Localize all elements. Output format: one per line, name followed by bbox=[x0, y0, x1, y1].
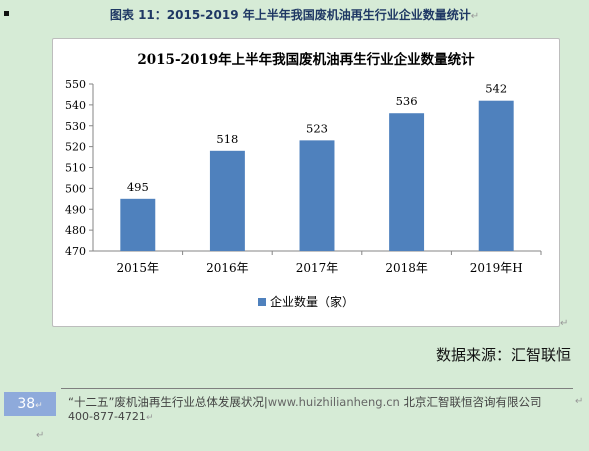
y-tick-label: 490 bbox=[65, 203, 86, 216]
bar bbox=[389, 113, 425, 251]
footer-phone-line: 400-877-4721↵ bbox=[68, 410, 153, 423]
data-label: 518 bbox=[216, 132, 238, 146]
paragraph-mark: ↵ bbox=[36, 430, 45, 441]
chart-title: 2015-2019年上半年我国废机油再生行业企业数量统计 bbox=[137, 51, 475, 68]
data-label: 495 bbox=[127, 180, 149, 194]
y-tick-label: 480 bbox=[65, 224, 86, 237]
figure-caption: 图表 11：2015-2019 年上半年我国废机油再生行业企业数量统计↵ bbox=[0, 6, 589, 23]
footer-phone: 400-877-4721 bbox=[68, 410, 146, 423]
bar bbox=[478, 100, 514, 251]
x-tick-label: 2016年 bbox=[206, 261, 249, 275]
x-tick-label: 2015年 bbox=[117, 261, 160, 275]
y-tick-label: 470 bbox=[65, 245, 86, 258]
x-tick-label: 2019年H bbox=[470, 261, 523, 275]
footer-text: “十二五”废机油再生行业总体发展状况|www.huizhilianheng.cn… bbox=[68, 394, 542, 410]
caption-prefix: 图表 bbox=[109, 8, 134, 22]
x-tick-label: 2018年 bbox=[385, 261, 428, 275]
y-tick-label: 500 bbox=[65, 182, 86, 195]
paragraph-mark: ↵ bbox=[575, 396, 584, 407]
y-tick-label: 540 bbox=[65, 99, 86, 112]
bar bbox=[120, 198, 156, 251]
y-tick-label: 550 bbox=[65, 78, 86, 91]
paragraph-mark: ↵ bbox=[145, 413, 154, 423]
caption-number: 11： bbox=[138, 8, 167, 22]
footer-url[interactable]: www.huizhilianheng.cn bbox=[267, 395, 400, 409]
footer-divider bbox=[61, 388, 573, 389]
x-tick-label: 2017年 bbox=[296, 261, 339, 275]
chart-container[interactable]: 2015-2019年上半年我国废机油再生行业企业数量统计 470 480 490 500… bbox=[52, 38, 560, 327]
legend-swatch bbox=[258, 298, 266, 306]
paragraph-mark: ↵ bbox=[560, 318, 569, 329]
data-label: 536 bbox=[396, 94, 418, 108]
y-tick-label: 530 bbox=[65, 120, 86, 133]
bar bbox=[209, 150, 245, 251]
page-number: 38 bbox=[17, 396, 36, 412]
legend-label: 企业数量（家） bbox=[270, 294, 354, 309]
y-tick-label: 510 bbox=[65, 162, 86, 175]
bullet-marker bbox=[4, 11, 9, 16]
data-label: 542 bbox=[485, 82, 507, 96]
footer-title: “十二五”废机油再生行业总体发展状况 bbox=[68, 395, 264, 409]
caption-text: 2015-2019 年上半年我国废机油再生行业企业数量统计 bbox=[166, 8, 471, 22]
bar-chart: 2015-2019年上半年我国废机油再生行业企业数量统计 470 480 490 500… bbox=[65, 51, 542, 309]
data-source: 数据来源：汇智联恒 bbox=[435, 346, 571, 364]
paragraph-mark: ↵ bbox=[470, 11, 480, 22]
bar bbox=[299, 140, 335, 251]
y-tick-label: 520 bbox=[65, 141, 86, 154]
paragraph-mark: ↵ bbox=[35, 401, 43, 411]
page-number-box: 38↵ bbox=[4, 392, 56, 416]
footer-separator: | bbox=[263, 395, 268, 409]
footer-company: 北京汇智联恒咨询有限公司 bbox=[403, 395, 542, 409]
data-label: 523 bbox=[306, 121, 328, 135]
